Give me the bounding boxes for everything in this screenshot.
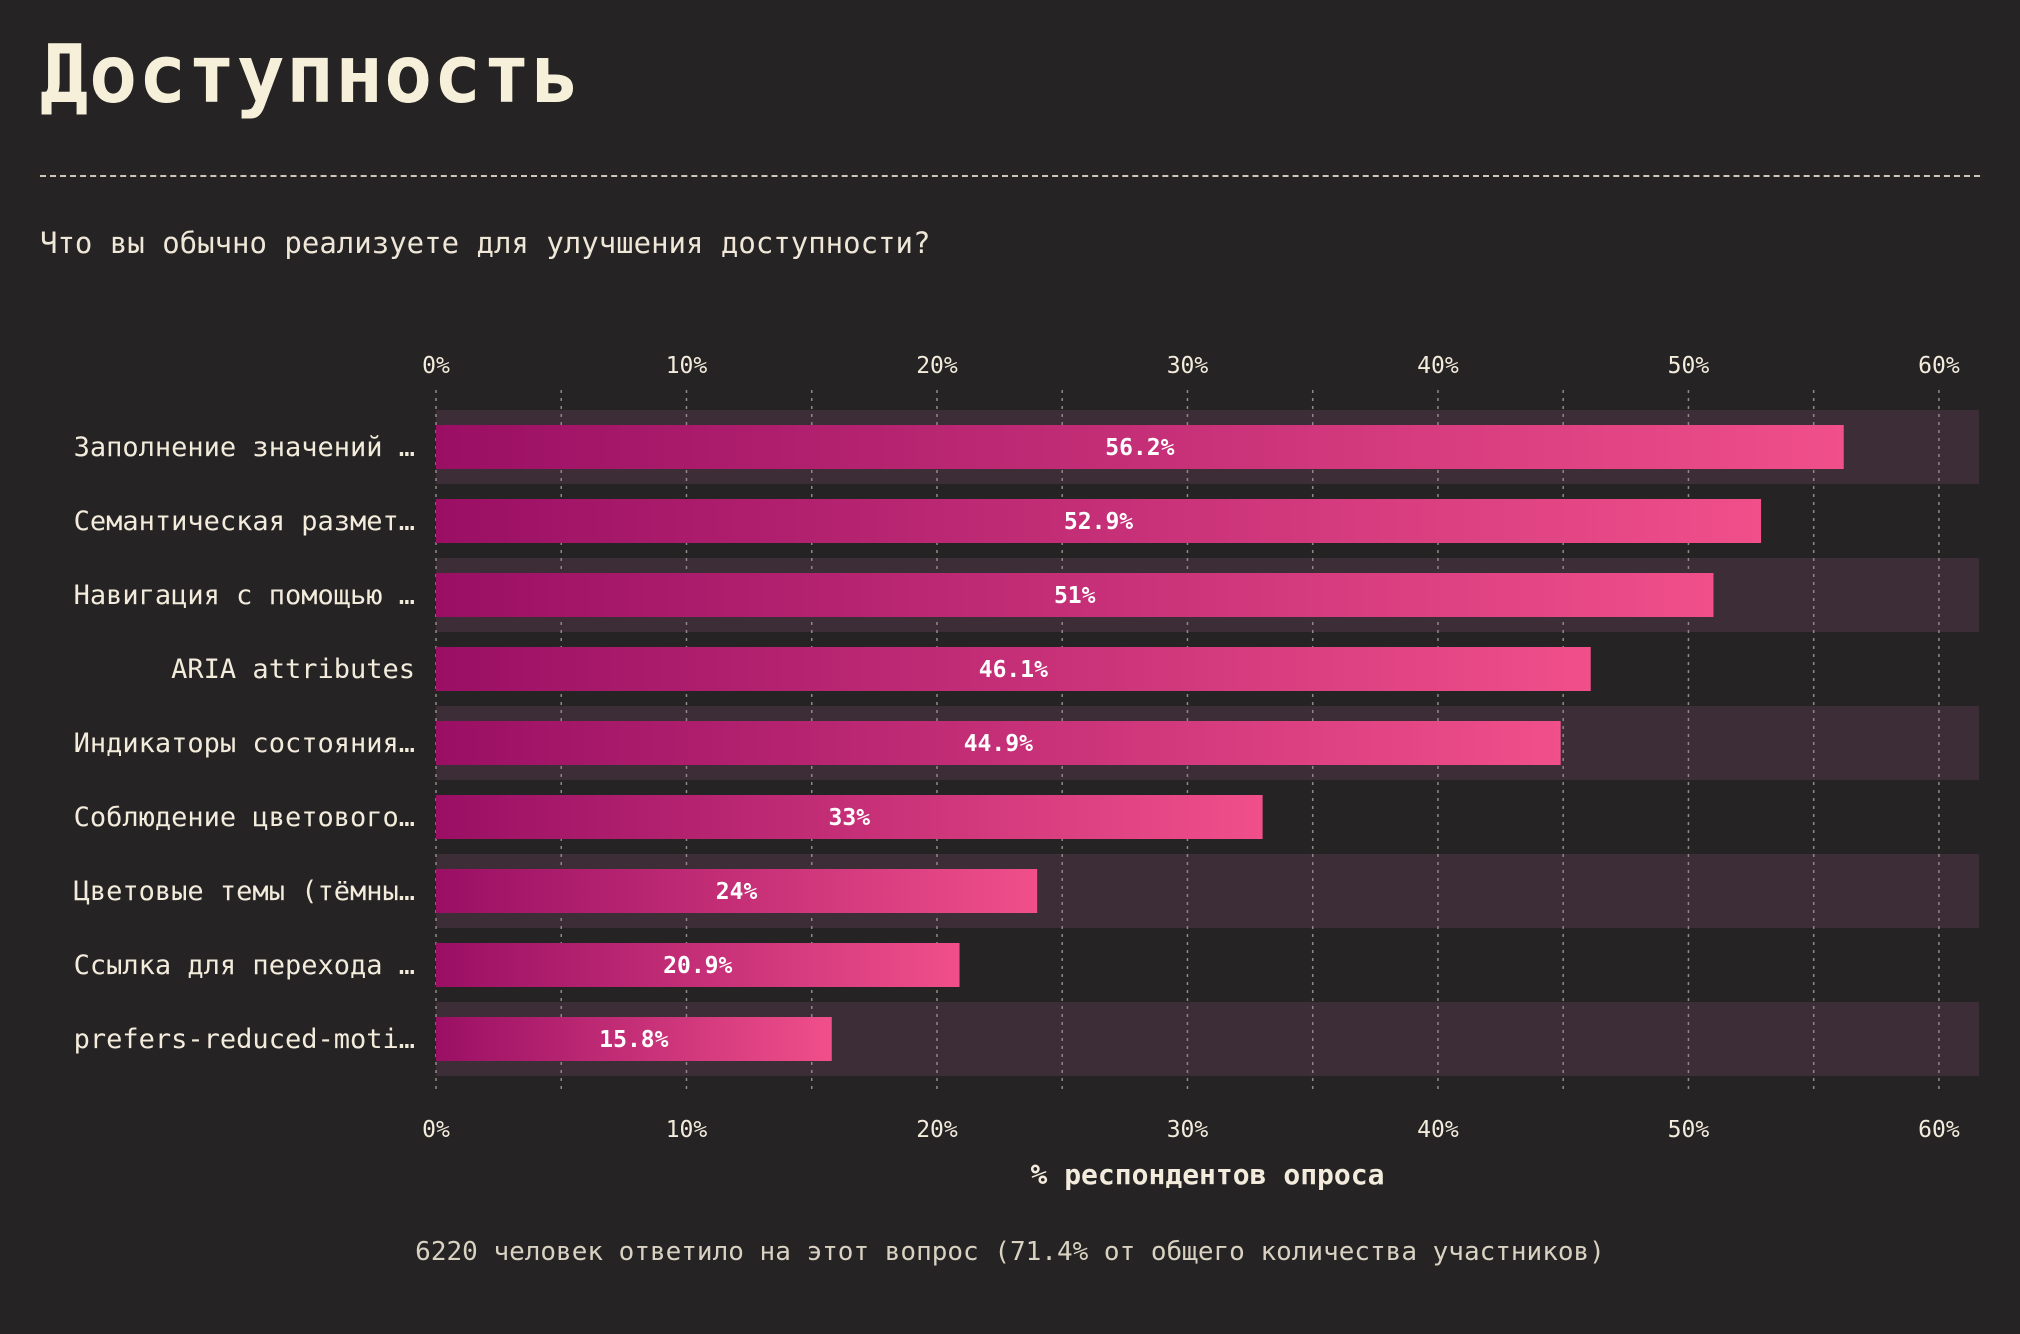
x-tick-label-top: 30%: [1167, 353, 1209, 379]
title-divider: [40, 175, 1980, 177]
x-tick-label-top: 60%: [1918, 353, 1960, 379]
category-label: Индикаторы состояния…: [74, 728, 415, 759]
bar: [436, 943, 960, 987]
value-label: 46.1%: [979, 657, 1048, 683]
bar: [436, 869, 1038, 913]
x-tick-label-top: 20%: [916, 353, 958, 379]
x-tick-label-bottom: 20%: [916, 1117, 958, 1143]
bar: [436, 795, 1263, 839]
value-label: 44.9%: [964, 731, 1033, 757]
x-tick-label-top: 10%: [666, 353, 708, 379]
value-label: 33%: [829, 805, 871, 831]
category-label: Заполнение значений …: [74, 432, 415, 463]
category-label: Семантическая размет…: [74, 506, 415, 537]
x-axis-title: % респондентов опроса: [1030, 1158, 1384, 1191]
value-label: 15.8%: [599, 1027, 668, 1053]
bar: [436, 499, 1762, 543]
value-label: 51%: [1054, 583, 1096, 609]
value-label: 52.9%: [1064, 509, 1133, 535]
x-tick-label-bottom: 40%: [1417, 1117, 1459, 1143]
x-tick-label-top: 50%: [1668, 353, 1710, 379]
x-tick-label-bottom: 0%: [422, 1117, 450, 1143]
top-axis: 0% 10% 20% 30% 40% 50% 60%: [422, 353, 1960, 379]
value-label: 24%: [716, 879, 758, 905]
bars: [436, 425, 1844, 1061]
category-label: prefers-reduced-moti…: [74, 1024, 415, 1055]
category-label: Соблюдение цветового…: [74, 802, 415, 833]
category-label: Навигация с помощью …: [74, 580, 415, 611]
x-tick-label-bottom: 50%: [1668, 1117, 1710, 1143]
bar: [436, 647, 1591, 691]
bar: [436, 425, 1844, 469]
question-text: Что вы обычно реализуете для улучшения д…: [40, 226, 931, 260]
category-label: ARIA attributes: [171, 654, 415, 685]
bar: [436, 721, 1561, 765]
bar: [436, 1017, 832, 1061]
category-label: Цветовые темы (тёмны…: [74, 876, 415, 907]
x-tick-label-bottom: 10%: [666, 1117, 708, 1143]
value-labels: 56.2% 52.9% 51% 46.1% 44.9% 33% 24% 20.9% 15.8%: [599, 435, 1174, 1053]
category-label: Ссылка для перехода …: [74, 950, 415, 981]
bar-chart: 0% 10% 20% 30% 40% 50% 60% 0% 10% 20% 30% 40% 50% 60…: [74, 353, 1979, 1191]
page-title: Доступность: [40, 28, 581, 121]
x-tick-label-bottom: 30%: [1167, 1117, 1209, 1143]
bottom-axis: 0% 10% 20% 30% 40% 50% 60%: [422, 1117, 1960, 1143]
value-label: 20.9%: [663, 953, 732, 979]
bar: [436, 573, 1714, 617]
x-tick-label-top: 0%: [422, 353, 450, 379]
value-label: 56.2%: [1105, 435, 1174, 461]
category-labels: Заполнение значений … Семантическая разме…: [74, 432, 415, 1055]
x-tick-label-top: 40%: [1417, 353, 1459, 379]
x-tick-label-bottom: 60%: [1918, 1117, 1960, 1143]
footnote: 6220 человек ответило на этот вопрос (71…: [415, 1237, 1605, 1267]
